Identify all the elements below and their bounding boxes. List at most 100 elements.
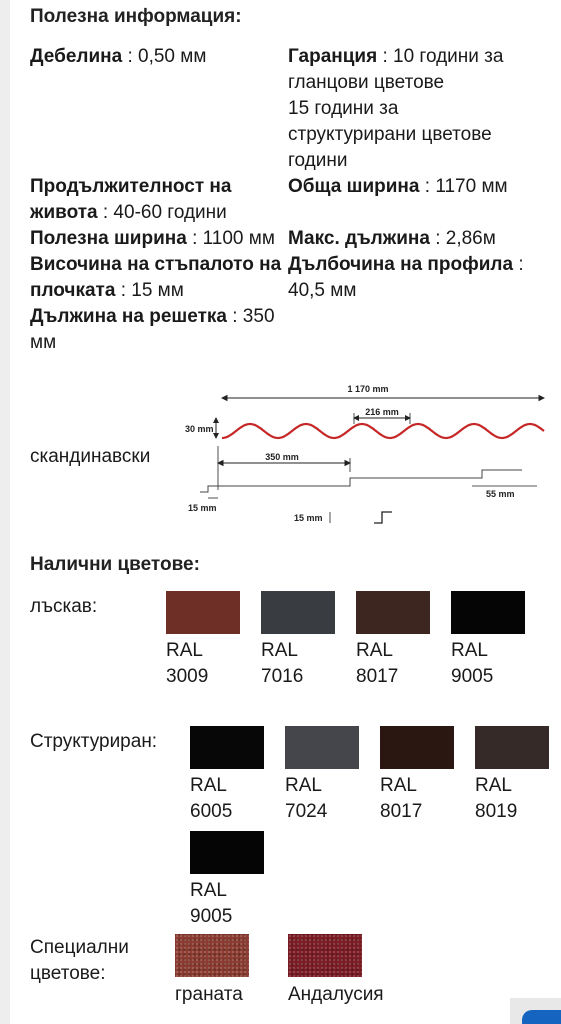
spec-thickness-label: Дебелина <box>30 46 123 67</box>
spec-warranty-label: Гаранция <box>288 46 378 67</box>
spec-useful-width-label: Полезна ширина <box>30 228 187 249</box>
color-code-number: 7024 <box>285 801 328 822</box>
color-swatch[interactable] <box>166 591 240 634</box>
spec-total-width: Обща ширина : 1170 мм <box>288 174 545 226</box>
color-swatch-label: RAL 9005 <box>451 638 546 690</box>
color-swatch[interactable] <box>451 591 525 634</box>
specs-row-5: Дължина на решетка : 350 мм <box>30 304 545 356</box>
color-code-number: 3009 <box>166 666 209 687</box>
color-code-number: 7016 <box>261 666 304 687</box>
color-code-number: 9005 <box>190 906 233 927</box>
color-swatch-item[interactable]: RAL 9005 <box>451 591 546 690</box>
dimension-grid-text: 350 mm <box>265 452 299 462</box>
color-swatch-label: RAL 7016 <box>261 638 356 690</box>
spec-lifespan: Продължителност на живота : 40-60 години <box>30 174 288 226</box>
profile-diagram: 1 170 mm 216 mm 30 mm 350 mm 15 mm 55 mm… <box>185 384 546 524</box>
color-swatch-label: RAL 8017 <box>356 638 451 690</box>
color-swatch-item[interactable]: RAL 7016 <box>261 591 356 690</box>
spec-warranty-value-4: структурирани цветове <box>288 124 492 145</box>
special-swatches: граната Андалусия <box>175 934 401 1008</box>
spec-warranty-value-3: 15 години за <box>288 98 399 119</box>
spec-profile-depth-label: Дълбочина на профила <box>288 254 514 275</box>
dimension-wave-text: 216 mm <box>365 407 399 417</box>
special-swatch[interactable] <box>175 934 249 977</box>
spec-warranty-value-1: : 10 години за <box>377 46 504 67</box>
spec-lifespan-label-1: Продължителност на <box>30 176 232 197</box>
spec-step-height: Височина на стъпалото на плочката : 15 м… <box>30 252 288 304</box>
color-swatch[interactable] <box>285 726 359 769</box>
glossy-swatches: RAL 3009 RAL 7016 RAL 8017 RAL 9005 <box>166 591 561 696</box>
color-swatch-item[interactable]: RAL 3009 <box>166 591 261 690</box>
spec-max-length: Макс. дължина : 2,86м <box>288 226 545 252</box>
spec-thickness-value: : 0,50 мм <box>122 46 207 67</box>
color-swatch-label: RAL 7024 <box>285 773 380 825</box>
special-label-line-1: Специални <box>30 937 129 958</box>
spec-warranty-value-5: години <box>288 150 348 171</box>
color-code-prefix: RAL <box>190 880 227 901</box>
color-code-prefix: RAL <box>380 775 417 796</box>
spec-thickness: Дебелина : 0,50 мм <box>30 44 288 174</box>
spec-total-width-label: Обща ширина <box>288 176 420 197</box>
special-swatch-label: Андалусия <box>288 984 384 1005</box>
specs-block: Дебелина : 0,50 мм Гаранция : 10 години … <box>30 44 545 356</box>
color-code-number: 8017 <box>356 666 399 687</box>
special-swatch-label: граната <box>175 984 243 1005</box>
dimension-step-left-text: 15 mm <box>188 503 217 513</box>
dimension-step-right-text: 55 mm <box>486 489 515 499</box>
color-code-number: 9005 <box>451 666 494 687</box>
color-swatch-item[interactable]: RAL 8017 <box>380 726 475 825</box>
color-code-number: 8017 <box>380 801 423 822</box>
color-code-prefix: RAL <box>356 640 393 661</box>
color-swatch-item[interactable]: RAL 8019 <box>475 726 561 825</box>
useful-info-title: Полезна информация: <box>30 6 242 27</box>
spec-grid-length-value-2: мм <box>30 332 57 353</box>
spec-lifespan-value: : 40-60 години <box>97 202 227 223</box>
color-code-prefix: RAL <box>190 775 227 796</box>
glossy-label: лъскав: <box>30 596 98 617</box>
color-swatch[interactable] <box>190 726 264 769</box>
dimension-total-text: 1 170 mm <box>347 384 388 394</box>
color-swatch[interactable] <box>380 726 454 769</box>
special-label-line-2: цветове: <box>30 963 106 984</box>
color-swatch-label: RAL 8017 <box>380 773 475 825</box>
step-profile-line <box>200 469 522 493</box>
structured-label: Структуриран: <box>30 731 158 752</box>
color-swatch-label: RAL 6005 <box>190 773 285 825</box>
color-code-prefix: RAL <box>475 775 512 796</box>
spec-useful-width: Полезна ширина : 1100 мм <box>30 226 288 252</box>
spec-step-height-value: : 15 мм <box>115 280 184 301</box>
color-swatch[interactable] <box>475 726 549 769</box>
spec-profile-depth: Дълбочина на профила : 40,5 мм <box>288 252 545 304</box>
spec-max-length-label: Макс. дължина <box>288 228 430 249</box>
spec-lifespan-label-2: живота <box>30 202 98 223</box>
color-swatch-label: RAL 9005 <box>190 878 285 930</box>
page-left-edge <box>0 0 10 1024</box>
dimension-step-bottom-text: 15 mm <box>294 513 323 523</box>
color-swatch-item[interactable]: RAL 6005 <box>190 726 285 825</box>
spec-max-length-value: : 2,86м <box>429 228 496 249</box>
color-swatch[interactable] <box>261 591 335 634</box>
color-code-prefix: RAL <box>451 640 488 661</box>
spec-grid-length-value-1: : 350 <box>226 306 275 327</box>
color-swatch-item[interactable]: RAL 7024 <box>285 726 380 825</box>
color-swatch-label: RAL 3009 <box>166 638 261 690</box>
spec-total-width-value: : 1170 мм <box>419 176 508 197</box>
dimension-height-text: 30 mm <box>185 424 214 434</box>
color-swatch[interactable] <box>356 591 430 634</box>
special-swatch-item[interactable]: Андалусия <box>288 934 401 1008</box>
color-code-prefix: RAL <box>285 775 322 796</box>
color-code-number: 6005 <box>190 801 233 822</box>
spec-warranty: Гаранция : 10 години за гланцови цветове… <box>288 44 545 174</box>
special-swatch-item[interactable]: граната <box>175 934 288 1008</box>
specs-row-1: Дебелина : 0,50 мм Гаранция : 10 години … <box>30 44 545 174</box>
color-swatch-item[interactable]: RAL 9005 <box>190 831 285 930</box>
profile-wave-line <box>221 422 545 440</box>
color-code-prefix: RAL <box>261 640 298 661</box>
color-swatch[interactable] <box>190 831 264 874</box>
specs-row-4: Височина на стъпалото на плочката : 15 м… <box>30 252 545 304</box>
special-swatch[interactable] <box>288 934 362 977</box>
spec-profile-depth-value-2: 40,5 мм <box>288 280 357 301</box>
corner-button[interactable] <box>522 1010 561 1024</box>
profile-name: скандинавски <box>30 446 151 467</box>
color-swatch-item[interactable]: RAL 8017 <box>356 591 451 690</box>
